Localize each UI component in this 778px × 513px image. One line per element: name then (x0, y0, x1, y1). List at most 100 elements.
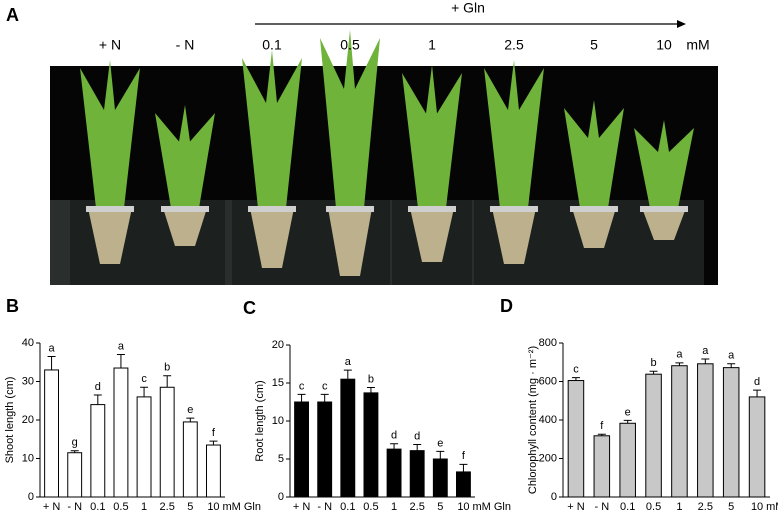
error-bar (571, 377, 580, 381)
y-tick-label: 5 (278, 453, 284, 465)
y-tick-label: 30 (22, 375, 34, 387)
y-tick-label: 800 (539, 337, 557, 349)
panel-label: C (243, 298, 256, 318)
x-tick-label: 1 (676, 501, 682, 513)
shoots (564, 100, 624, 208)
significance-letter: f (212, 427, 216, 439)
bar (645, 373, 662, 498)
support (326, 206, 374, 212)
shoots (80, 60, 140, 208)
x-tick-label: 2.5 (698, 501, 713, 513)
x-tick-label: 10 (457, 501, 469, 513)
significance-letter: d (414, 430, 420, 442)
x-tick-label: 1 (141, 501, 147, 513)
shoots (155, 105, 215, 208)
error-bar (366, 387, 375, 393)
error-bar (649, 370, 658, 375)
panel-label: A (6, 5, 19, 25)
y-tick-label: 10 (272, 415, 284, 427)
x-tick-label: 2.5 (410, 501, 425, 513)
x-tick-label: 0.5 (646, 501, 661, 513)
significance-letter: c (322, 380, 328, 392)
y-tick-label: 0 (278, 491, 284, 503)
y-axis-label: Shoot length (cm) (4, 377, 16, 464)
bar (748, 396, 766, 498)
support (86, 206, 134, 212)
treatment-level: - N (176, 37, 195, 53)
support (490, 206, 538, 212)
y-tick-label: 200 (539, 452, 557, 464)
shoots (242, 50, 302, 208)
bar (44, 369, 59, 498)
support (640, 206, 688, 212)
significance-letter: a (676, 349, 683, 361)
x-tick-label: + N (567, 501, 584, 513)
bar (722, 367, 740, 498)
error-bar (753, 389, 762, 397)
x-unit-label: mM Gln (222, 501, 261, 513)
significance-letter: a (118, 340, 125, 352)
roots (642, 208, 686, 240)
error-bar (93, 394, 102, 405)
significance-letter: e (187, 404, 193, 416)
error-bar (623, 419, 632, 424)
y-axis-label: Root length (cm) (254, 380, 266, 461)
error-bar (675, 362, 684, 366)
significance-letter: a (49, 342, 56, 354)
significance-letter: c (573, 364, 579, 376)
bar (619, 422, 636, 498)
error-bar (186, 417, 195, 422)
bar (386, 448, 402, 498)
support (408, 206, 456, 212)
support (248, 206, 296, 212)
significance-letter: c (299, 380, 305, 392)
y-tick-label: 600 (539, 375, 557, 387)
error-bar (343, 369, 352, 380)
bar (90, 404, 106, 498)
x-unit-label: mM Gln (766, 501, 778, 513)
panel-label: D (500, 296, 513, 316)
significance-letter: b (651, 357, 657, 369)
x-tick-label: + N (293, 501, 310, 513)
y-tick-label: 400 (539, 414, 557, 426)
error-bar (163, 375, 172, 388)
shoots (484, 60, 544, 208)
treatment-level: 5 (590, 37, 598, 53)
error-bar (459, 463, 468, 472)
bar (363, 392, 379, 498)
significance-letter: e (625, 406, 631, 418)
treatment-level: + N (99, 37, 121, 53)
x-tick-label: 0.1 (90, 501, 105, 513)
support (161, 206, 209, 212)
error-bar (390, 443, 399, 450)
bar (593, 435, 611, 498)
x-tick-label: 5 (187, 501, 193, 513)
bar (340, 378, 356, 498)
error-bar (47, 355, 56, 370)
treatment-label: + Gln (451, 0, 485, 16)
treatment-level: 0.1 (262, 37, 282, 53)
significance-letter: d (391, 430, 397, 442)
x-tick-label: + N (43, 501, 60, 513)
x-unit-label: mM Gln (472, 501, 511, 513)
bar (159, 386, 175, 498)
shoots (320, 30, 380, 208)
error-bar (436, 450, 445, 459)
significance-letter: d (754, 376, 760, 388)
error-bar (701, 358, 710, 364)
panel-label: B (6, 296, 19, 316)
error-bar (140, 386, 149, 397)
treatment-level: 1 (428, 37, 436, 53)
bar (409, 450, 425, 498)
bar (317, 401, 333, 498)
significance-letter: b (164, 362, 170, 374)
treatment-level: 0.5 (340, 37, 360, 53)
x-tick-label: 2.5 (160, 501, 175, 513)
bar (671, 365, 688, 498)
arrow-head (677, 20, 686, 28)
error-bar (209, 440, 218, 446)
roots (250, 208, 294, 268)
error-bar (320, 393, 329, 402)
roots (572, 208, 616, 248)
